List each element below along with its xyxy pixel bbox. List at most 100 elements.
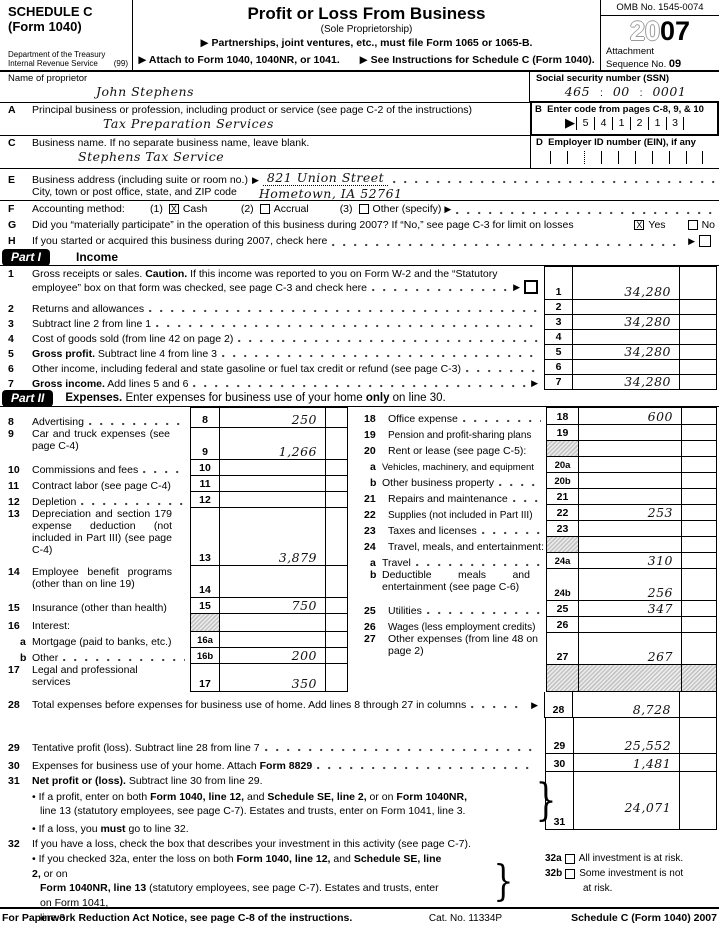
- box-line-number: 16a: [191, 632, 220, 647]
- line17-cents-field[interactable]: [326, 664, 348, 691]
- accrual-checkbox[interactable]: [259, 204, 270, 214]
- line4-cents-field[interactable]: [680, 330, 717, 344]
- line32-brace: }: [493, 856, 514, 906]
- business-code-digit[interactable]: 4: [594, 116, 612, 130]
- started-business-checkbox[interactable]: [699, 235, 711, 247]
- line10-cents-field[interactable]: [326, 460, 348, 475]
- line18-amount-field[interactable]: 600: [579, 408, 682, 424]
- line24a-cents-field[interactable]: [682, 553, 717, 568]
- line13-amount-field[interactable]: 3,879: [220, 508, 326, 565]
- line27-cents-field[interactable]: [682, 633, 717, 664]
- line5-amount-field[interactable]: 34,280: [573, 344, 680, 359]
- principal-business-field[interactable]: Tax Preparation Services: [103, 116, 274, 131]
- line17-amount-field[interactable]: 350: [220, 664, 326, 691]
- some-investment-checkbox[interactable]: [565, 868, 576, 879]
- line11-amount-field[interactable]: [220, 476, 326, 491]
- ssn-field-3[interactable]: 0001: [652, 84, 687, 99]
- line23-amount-field[interactable]: [579, 521, 682, 536]
- line11-cents-field[interactable]: [326, 476, 348, 491]
- line5-cents-field[interactable]: [680, 345, 717, 359]
- line18-cents-field[interactable]: [682, 408, 717, 424]
- business-code-digit[interactable]: 1: [612, 116, 630, 130]
- line29-cents-field[interactable]: [680, 718, 717, 753]
- line26-cents-field[interactable]: [682, 617, 717, 632]
- line-number: 30: [8, 760, 20, 772]
- line13-cents-field[interactable]: [326, 508, 348, 565]
- line19-cents-field[interactable]: [682, 425, 717, 440]
- line15-cents-field[interactable]: [326, 598, 348, 613]
- line20b-cents-field[interactable]: [682, 473, 717, 488]
- line12-amount-field[interactable]: [220, 492, 326, 507]
- line6-amount-field[interactable]: [573, 360, 680, 374]
- line7-cents-field[interactable]: [680, 375, 717, 389]
- line24-amount-field: [579, 537, 682, 552]
- no-checkbox[interactable]: [687, 220, 698, 230]
- line23-cents-field[interactable]: [682, 521, 717, 536]
- line14-cents-field[interactable]: [326, 566, 348, 597]
- line12-cents-field[interactable]: [326, 492, 348, 507]
- line21-cents-field[interactable]: [682, 489, 717, 504]
- all-investment-checkbox[interactable]: [564, 853, 575, 864]
- line15-amount-field[interactable]: 750: [220, 598, 326, 613]
- mortgage-label: Mortgage (paid to banks, etc.): [32, 636, 172, 648]
- line25-amount-field[interactable]: 347: [579, 601, 682, 616]
- city-state-zip-field[interactable]: Hometown, IA 52761: [258, 186, 403, 201]
- line16a-amount-field[interactable]: [220, 632, 326, 647]
- line9-amount-field[interactable]: 1,266: [220, 428, 326, 459]
- line21-amount-field[interactable]: [579, 489, 682, 504]
- statutory-employee-checkbox[interactable]: [524, 280, 538, 294]
- business-name-field[interactable]: Stephens Tax Service: [78, 149, 225, 164]
- line8-cents-field[interactable]: [326, 408, 348, 427]
- line16b-cents-field[interactable]: [326, 648, 348, 663]
- line24b-amount-field[interactable]: 256: [579, 569, 682, 600]
- line7-amount-field[interactable]: 34,280: [573, 374, 680, 389]
- line24a-amount-field[interactable]: 310: [579, 553, 682, 568]
- yes-checkbox[interactable]: X: [634, 220, 645, 230]
- line8-amount-field[interactable]: 250: [220, 408, 326, 427]
- line19-amount-field[interactable]: [579, 425, 682, 440]
- line20b-amount-field[interactable]: [579, 473, 682, 488]
- line10-amount-field[interactable]: [220, 460, 326, 475]
- box-line-number: 15: [191, 598, 220, 613]
- line27-amount-field[interactable]: 267: [579, 633, 682, 664]
- line4-amount-field[interactable]: [573, 330, 680, 344]
- cash-checkbox[interactable]: X: [168, 204, 179, 214]
- business-code-digit[interactable]: 5: [576, 116, 594, 130]
- line30-amount-field[interactable]: 1,481: [574, 754, 681, 771]
- line22-amount-field[interactable]: 253: [579, 505, 682, 520]
- line6-cents-field[interactable]: [680, 360, 717, 374]
- line1-amount-field[interactable]: 34,280: [573, 267, 680, 299]
- line16b-amount-field[interactable]: 200: [220, 648, 326, 663]
- line9-cents-field[interactable]: [326, 428, 348, 459]
- line29-amount-field[interactable]: 25,552: [574, 718, 681, 753]
- other-method-checkbox[interactable]: [358, 204, 369, 214]
- line3-cents-field[interactable]: [680, 315, 717, 329]
- ssn-field-2[interactable]: 00: [612, 84, 630, 99]
- business-address-field[interactable]: 821 Union Street: [262, 170, 389, 186]
- business-code-digit[interactable]: 2: [630, 116, 648, 130]
- line25-cents-field[interactable]: [682, 601, 717, 616]
- line2-amount-field[interactable]: [573, 300, 680, 314]
- line31-cents-field[interactable]: [680, 772, 717, 829]
- line28-cents-field[interactable]: [680, 692, 717, 717]
- line3-amount-field[interactable]: 34,280: [573, 314, 680, 329]
- line4-label: Cost of goods sold (from line 42 on page…: [32, 333, 234, 345]
- line31-amount-field[interactable]: 24,071: [574, 772, 681, 829]
- line2-cents-field[interactable]: [680, 300, 717, 314]
- business-code-digit[interactable]: 3: [666, 116, 684, 130]
- proprietor-name-field[interactable]: John Stephens: [96, 84, 195, 99]
- line1-cents-field[interactable]: [680, 267, 717, 299]
- line-number: 5: [8, 348, 14, 360]
- line20a-amount-field[interactable]: [579, 457, 682, 472]
- line24b-cents-field[interactable]: [682, 569, 717, 600]
- line20a-cents-field[interactable]: [682, 457, 717, 472]
- line28-amount-field[interactable]: 8,728: [573, 692, 680, 717]
- line16a-cents-field[interactable]: [326, 632, 348, 647]
- business-code-digit[interactable]: 1: [648, 116, 666, 130]
- ssn-field-1[interactable]: 465: [564, 84, 591, 99]
- line26-amount-field[interactable]: [579, 617, 682, 632]
- ein-field[interactable]: [536, 151, 716, 164]
- line30-cents-field[interactable]: [680, 754, 717, 771]
- line22-cents-field[interactable]: [682, 505, 717, 520]
- line14-amount-field[interactable]: [220, 566, 326, 597]
